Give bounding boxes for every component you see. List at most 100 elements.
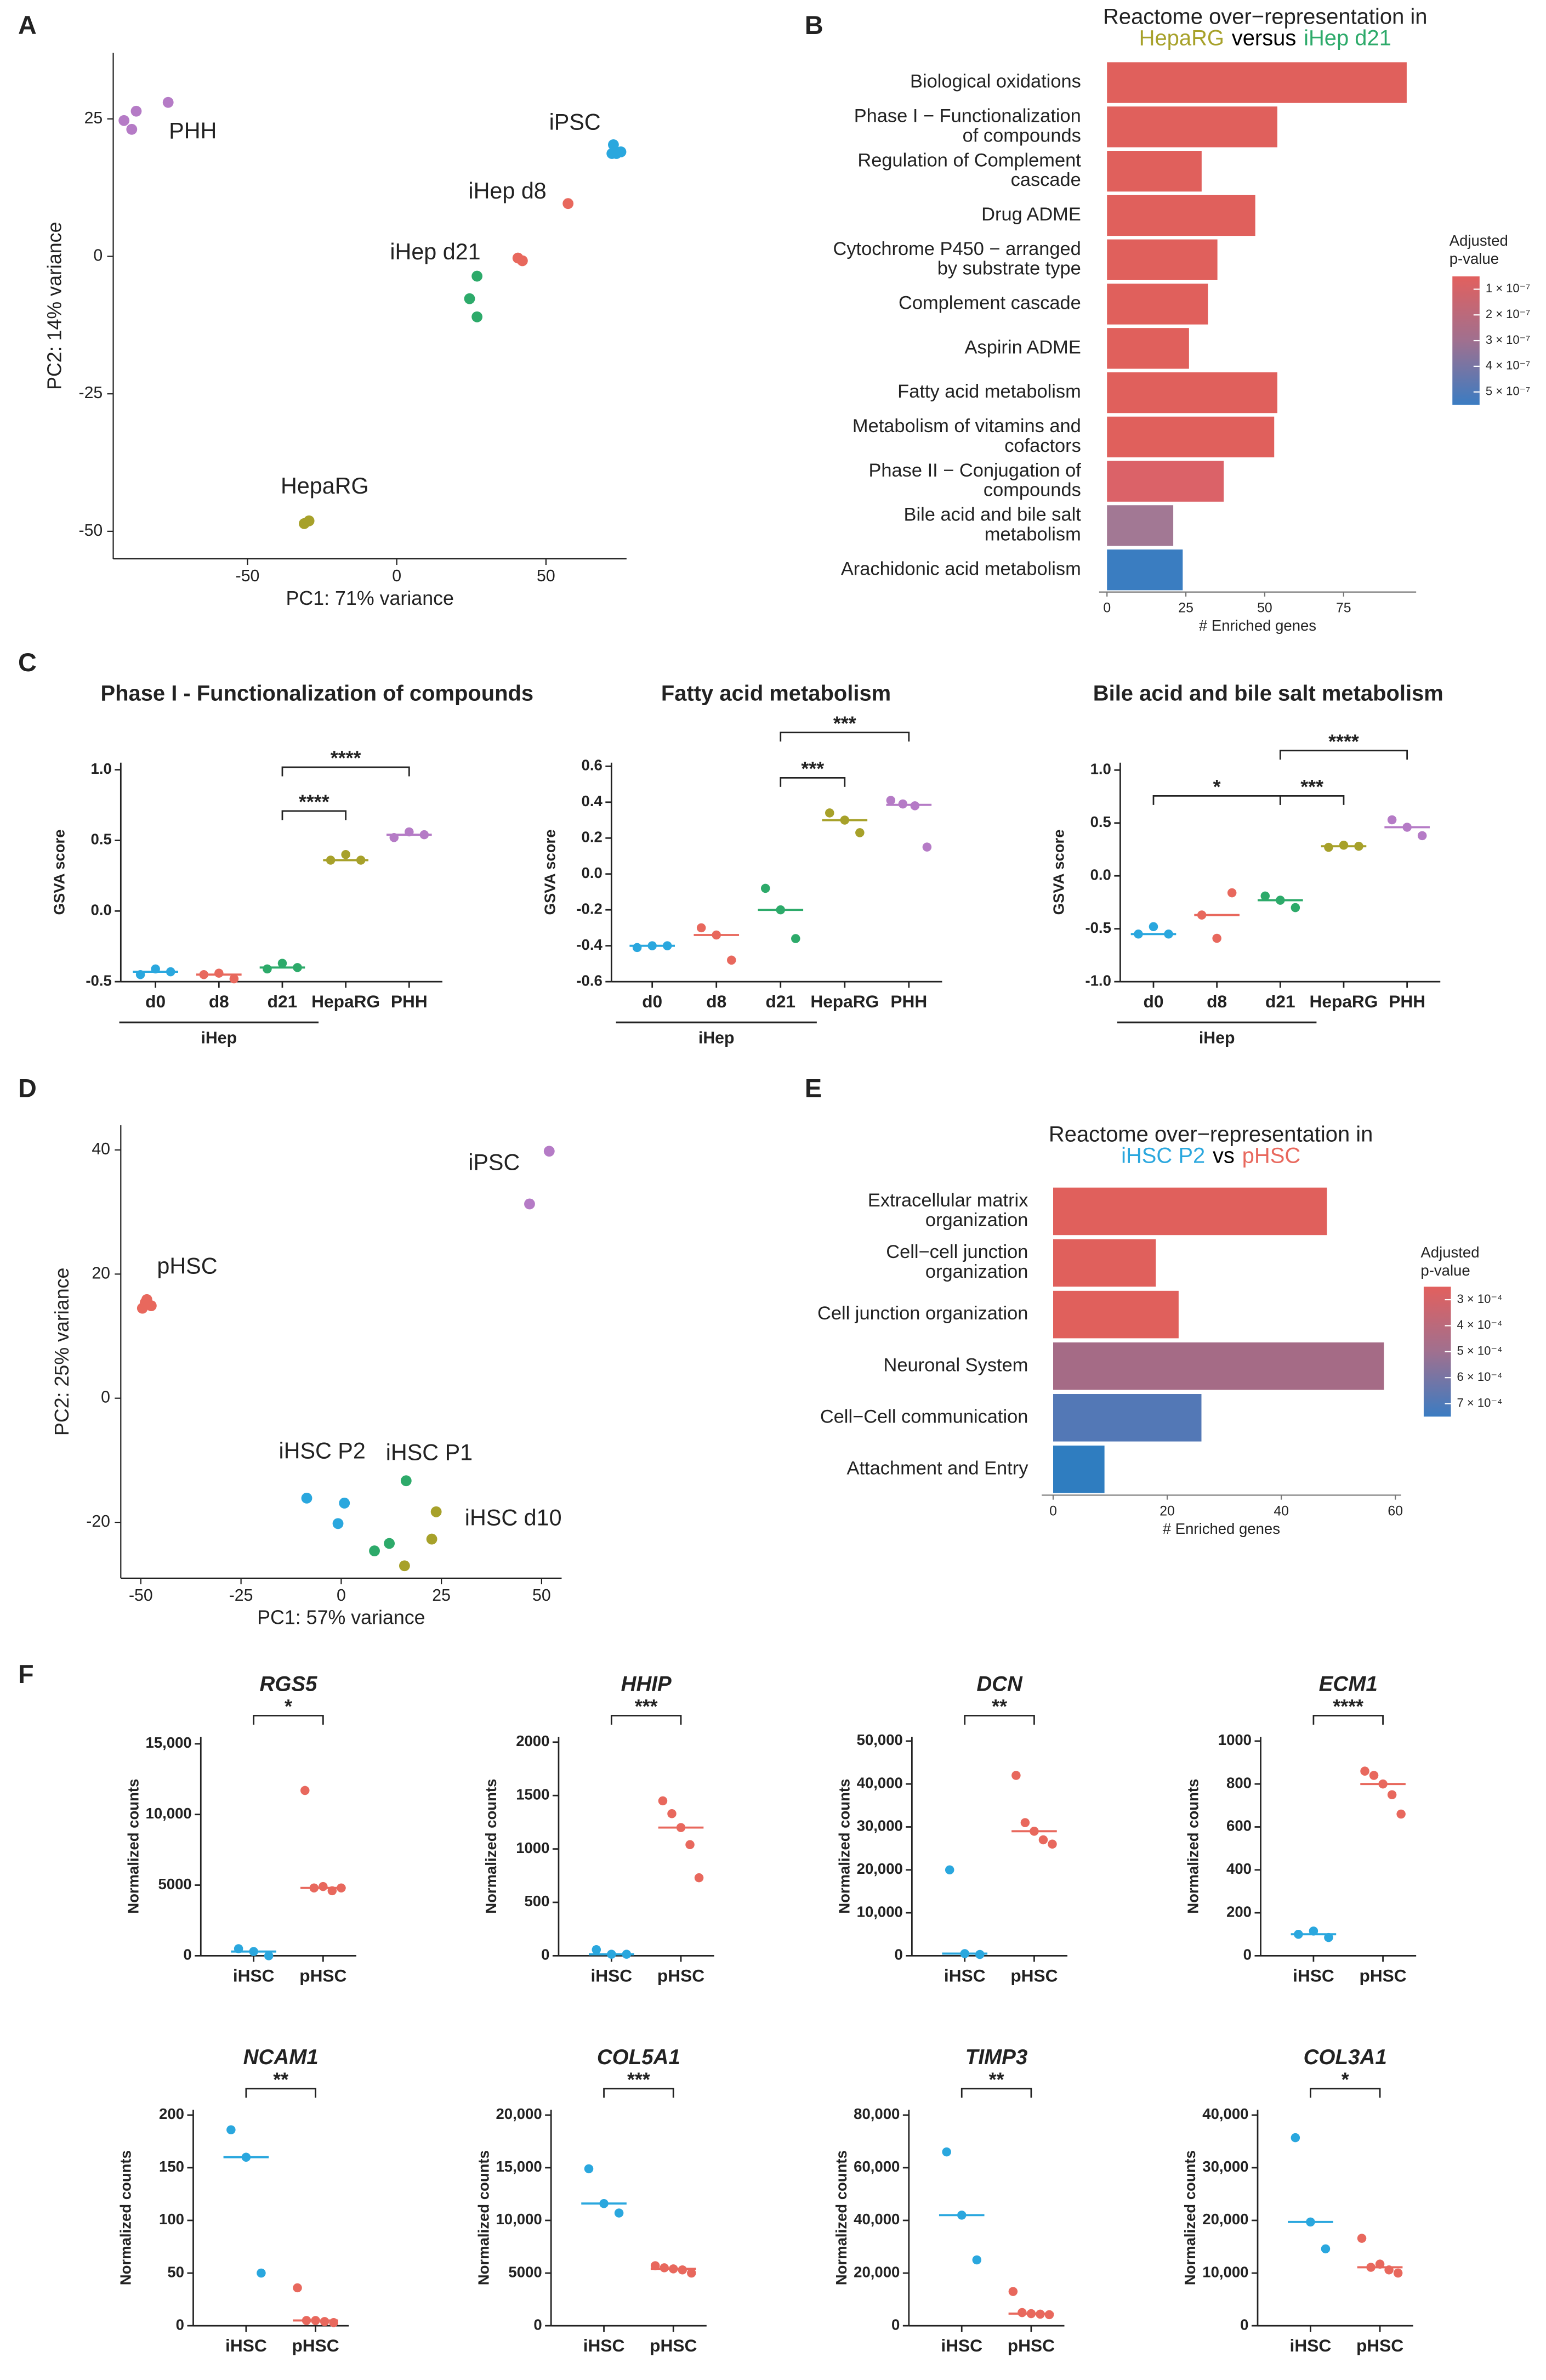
point: [886, 796, 896, 805]
category-label: Phase I − Functionalization: [854, 106, 1081, 127]
point: [1402, 823, 1412, 832]
point: [1036, 2309, 1045, 2319]
point: [130, 105, 142, 117]
point: [327, 1886, 337, 1896]
y-tick-label: 0.4: [582, 792, 603, 809]
y-tick-label: 0.0: [1090, 866, 1111, 883]
y-tick-label: 0: [101, 1389, 110, 1407]
x-tick-label: iHSC: [233, 1965, 275, 1985]
category-label: Drug ADME: [981, 204, 1081, 225]
legend-title: p-value: [1420, 1262, 1470, 1279]
y-tick-label: 200: [1226, 1903, 1252, 1920]
y-tick-label: 5000: [508, 2263, 542, 2280]
point: [1212, 933, 1221, 943]
x-axis-title: PC1: 57% variance: [257, 1607, 425, 1629]
x-tick-label: 20: [1160, 1504, 1175, 1518]
x-tick-label: 25: [432, 1586, 451, 1605]
y-tick-label: 0.6: [582, 757, 603, 774]
legend-label: 3 × 10⁻⁴: [1457, 1292, 1503, 1306]
y-tick-label: 0.0: [582, 864, 603, 881]
point: [326, 855, 336, 865]
point: [776, 905, 786, 915]
point: [241, 2152, 251, 2162]
significance-label: ****: [331, 747, 361, 769]
point: [1396, 1809, 1406, 1819]
y-tick-label: 15,000: [146, 1734, 192, 1751]
chart-title: COL3A1: [1304, 2045, 1387, 2069]
chart-subtitle: HepaRG versus iHep d21: [1139, 26, 1391, 50]
point: [910, 801, 920, 811]
y-tick-label: 5000: [158, 1875, 192, 1892]
series-label: iHSC P1: [386, 1440, 473, 1465]
y-tick-label: 50: [167, 2263, 184, 2280]
y-tick-label: -0.4: [576, 936, 603, 953]
y-tick-label: 20,000: [496, 2105, 542, 2122]
point: [320, 2317, 329, 2326]
significance-label: *: [285, 1696, 292, 1718]
point: [471, 311, 483, 322]
category-label: Regulation of Complement: [857, 150, 1081, 171]
point: [1339, 840, 1349, 850]
significance-bracket: [603, 2088, 674, 2098]
x-tick-label: iHSC: [583, 2336, 625, 2355]
series-label: iPSC: [468, 1149, 520, 1175]
point: [599, 2198, 609, 2208]
y-tick-label: 10,000: [857, 1903, 903, 1920]
point: [615, 146, 627, 157]
category-label: Arachidonic acid metabolism: [841, 558, 1081, 579]
subtitle-part: HepaRG: [1139, 26, 1224, 50]
y-tick-label: 1500: [516, 1786, 549, 1803]
category-label: Attachment and Entry: [847, 1458, 1029, 1478]
category-label: cascade: [1011, 169, 1081, 190]
y-tick-label: 0.5: [91, 831, 112, 848]
point: [922, 842, 932, 852]
x-tick-label: 50: [1257, 600, 1272, 615]
category-label: Bile acid and bile salt: [904, 505, 1082, 525]
point: [898, 799, 908, 809]
y-tick-label: 0: [176, 2316, 184, 2333]
point: [339, 1498, 350, 1509]
point: [341, 849, 350, 859]
legend-label: 1 × 10⁻⁷: [1486, 281, 1530, 295]
point: [300, 1786, 310, 1795]
point: [614, 2208, 624, 2218]
point: [249, 1947, 258, 1956]
x-axis-title: # Enriched genes: [1163, 1520, 1280, 1537]
y-tick-label: 20,000: [857, 1860, 903, 1877]
y-tick-label: 20,000: [854, 2263, 900, 2280]
point: [1149, 922, 1158, 932]
y-tick-label: 10,000: [146, 1805, 192, 1822]
point: [678, 2265, 687, 2275]
x-tick-label: -25: [229, 1586, 253, 1605]
point: [199, 970, 209, 979]
y-axis-title: Normalized counts: [835, 1779, 852, 1914]
y-axis-title: Normalized counts: [482, 1779, 499, 1914]
category-label: organization: [925, 1210, 1028, 1231]
point: [329, 2318, 338, 2327]
y-tick-label: 200: [159, 2105, 184, 2122]
point: [1008, 2287, 1018, 2296]
group-label: iHep: [1199, 1029, 1235, 1047]
subtitle-part: pHSC: [1242, 1143, 1301, 1168]
point: [389, 833, 399, 842]
point: [667, 1809, 677, 1818]
x-tick-label: pHSC: [299, 1965, 346, 1985]
point: [419, 830, 429, 840]
x-tick-label: 75: [1336, 600, 1351, 615]
significance-label: ***: [1300, 776, 1323, 798]
subtitle-part: iHSC P2: [1121, 1143, 1205, 1168]
y-tick-label: 80,000: [854, 2105, 900, 2122]
significance-label: *: [1342, 2069, 1349, 2090]
point: [543, 1146, 555, 1157]
y-axis-title: Normalized counts: [475, 2150, 492, 2285]
significance-label: *: [1213, 776, 1221, 798]
x-tick-label: 0: [392, 567, 401, 585]
point: [1324, 842, 1333, 852]
bar: [1107, 284, 1208, 325]
significance-bracket: [1279, 750, 1408, 760]
series-label: iHSC d10: [465, 1505, 562, 1530]
point: [464, 293, 475, 304]
x-tick-label: d21: [1265, 991, 1295, 1011]
y-axis-title: GSVA score: [50, 829, 67, 915]
significance-bracket: [1279, 795, 1345, 805]
